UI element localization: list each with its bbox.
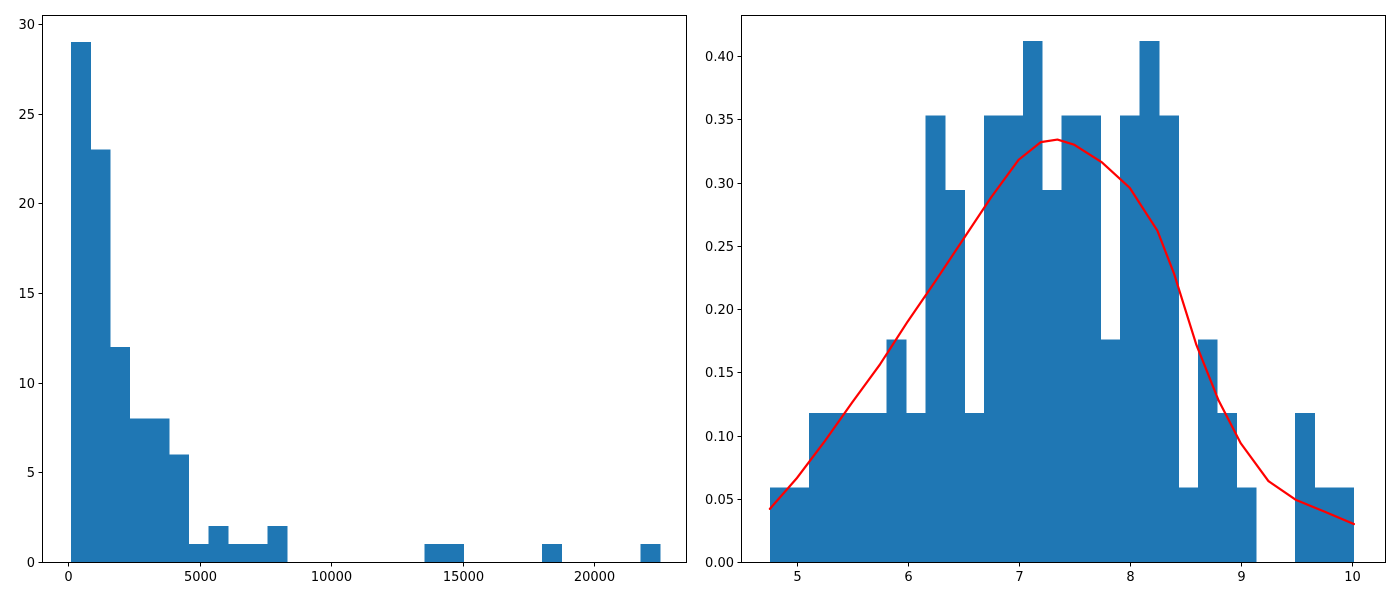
right-histogram-panel: 5 6 7 8 9 10 0.00 0.05 0.10 0.15 0.20 0.25 0.30 0.35 0…: [705, 15, 1386, 585]
histogram-bar: [424, 544, 445, 562]
y-tick-label: 0.10: [705, 430, 734, 445]
y-tick-label: 0.05: [705, 493, 734, 508]
histogram-bar: [1334, 487, 1354, 562]
histogram-bar: [1022, 40, 1043, 563]
histogram-bar: [1042, 190, 1063, 563]
histogram-bar: [208, 526, 229, 562]
histogram-bar: [964, 412, 985, 562]
histogram-bar: [443, 544, 465, 562]
histogram-bar: [847, 412, 868, 562]
histogram-bar: [247, 544, 268, 562]
histogram-bar: [70, 41, 91, 562]
x-tick-label: 5000: [184, 570, 217, 585]
y-tick-label: 0.40: [705, 50, 734, 65]
left-histogram-panel: 0 5000 10000 15000 20000 0 5 10 15 20 25 30: [18, 15, 687, 585]
histogram-bar: [1120, 115, 1140, 563]
histogram-bar: [1003, 115, 1024, 563]
x-tick-label: 15000: [443, 570, 484, 585]
histogram-bar: [944, 190, 965, 563]
x-tick-label: 0: [64, 570, 72, 585]
histogram-bar: [188, 544, 209, 562]
histogram-bar: [906, 412, 926, 562]
histogram-bar: [1236, 487, 1257, 562]
histogram-bar: [169, 454, 190, 562]
histogram-bar: [1197, 339, 1218, 562]
y-tick-label: 0.15: [705, 366, 734, 381]
histogram-bar: [1295, 412, 1315, 562]
histogram-bar: [867, 412, 887, 562]
histogram-bar: [110, 346, 131, 562]
histogram-bar: [90, 149, 111, 562]
y-tick-label: 10: [18, 377, 35, 392]
y-tick-label: 5: [27, 466, 35, 481]
x-tick-label: 10000: [311, 570, 352, 585]
axes-frame: [741, 15, 1386, 563]
histogram-bar: [886, 339, 907, 562]
y-tick-label: 15: [18, 287, 35, 302]
histogram-bar: [1217, 412, 1238, 562]
y-tick-label: 25: [18, 108, 35, 123]
x-tick-label: 10: [1344, 570, 1361, 585]
x-tick-label: 20000: [574, 570, 615, 585]
histogram-bar: [1139, 40, 1160, 563]
histogram-bar: [542, 544, 563, 562]
y-tick-label: 0.30: [705, 177, 734, 192]
x-tick-label: 9: [1237, 570, 1245, 585]
x-tick-label: 8: [1126, 570, 1134, 585]
x-tick-label: 7: [1015, 570, 1023, 585]
histogram-bar: [129, 418, 150, 562]
histogram-bar: [640, 544, 661, 562]
y-tick-label: 20: [18, 197, 35, 212]
axes-frame: [42, 15, 687, 563]
y-tick-label: 0.25: [705, 240, 734, 255]
density-curve: [768, 138, 1356, 526]
y-tick-label: 0.35: [705, 113, 734, 128]
histogram-bar: [925, 115, 946, 563]
histogram-bar: [228, 544, 249, 562]
bars-group: [70, 41, 661, 562]
x-tick-label: 5: [793, 570, 801, 585]
bars-group: [769, 40, 1354, 563]
histogram-bar: [983, 115, 1004, 563]
histogram-bar: [149, 418, 170, 562]
histogram-bar: [808, 412, 829, 562]
y-tick-label: 0: [27, 556, 35, 571]
histogram-bar: [789, 487, 810, 562]
histogram-bar: [1100, 339, 1121, 562]
histogram-bar: [1081, 115, 1101, 563]
y-tick-label: 0.00: [705, 556, 734, 571]
y-tick-label: 30: [18, 18, 35, 33]
histogram-bar: [769, 487, 790, 562]
histogram-bar: [1061, 115, 1082, 563]
histogram-bar: [1158, 115, 1179, 563]
histogram-bar: [828, 412, 849, 562]
histogram-bar: [267, 526, 288, 562]
y-tick-label: 0.20: [705, 303, 734, 318]
histogram-bar: [1314, 487, 1335, 562]
x-tick-label: 6: [904, 570, 912, 585]
histogram-bar: [1178, 487, 1199, 562]
